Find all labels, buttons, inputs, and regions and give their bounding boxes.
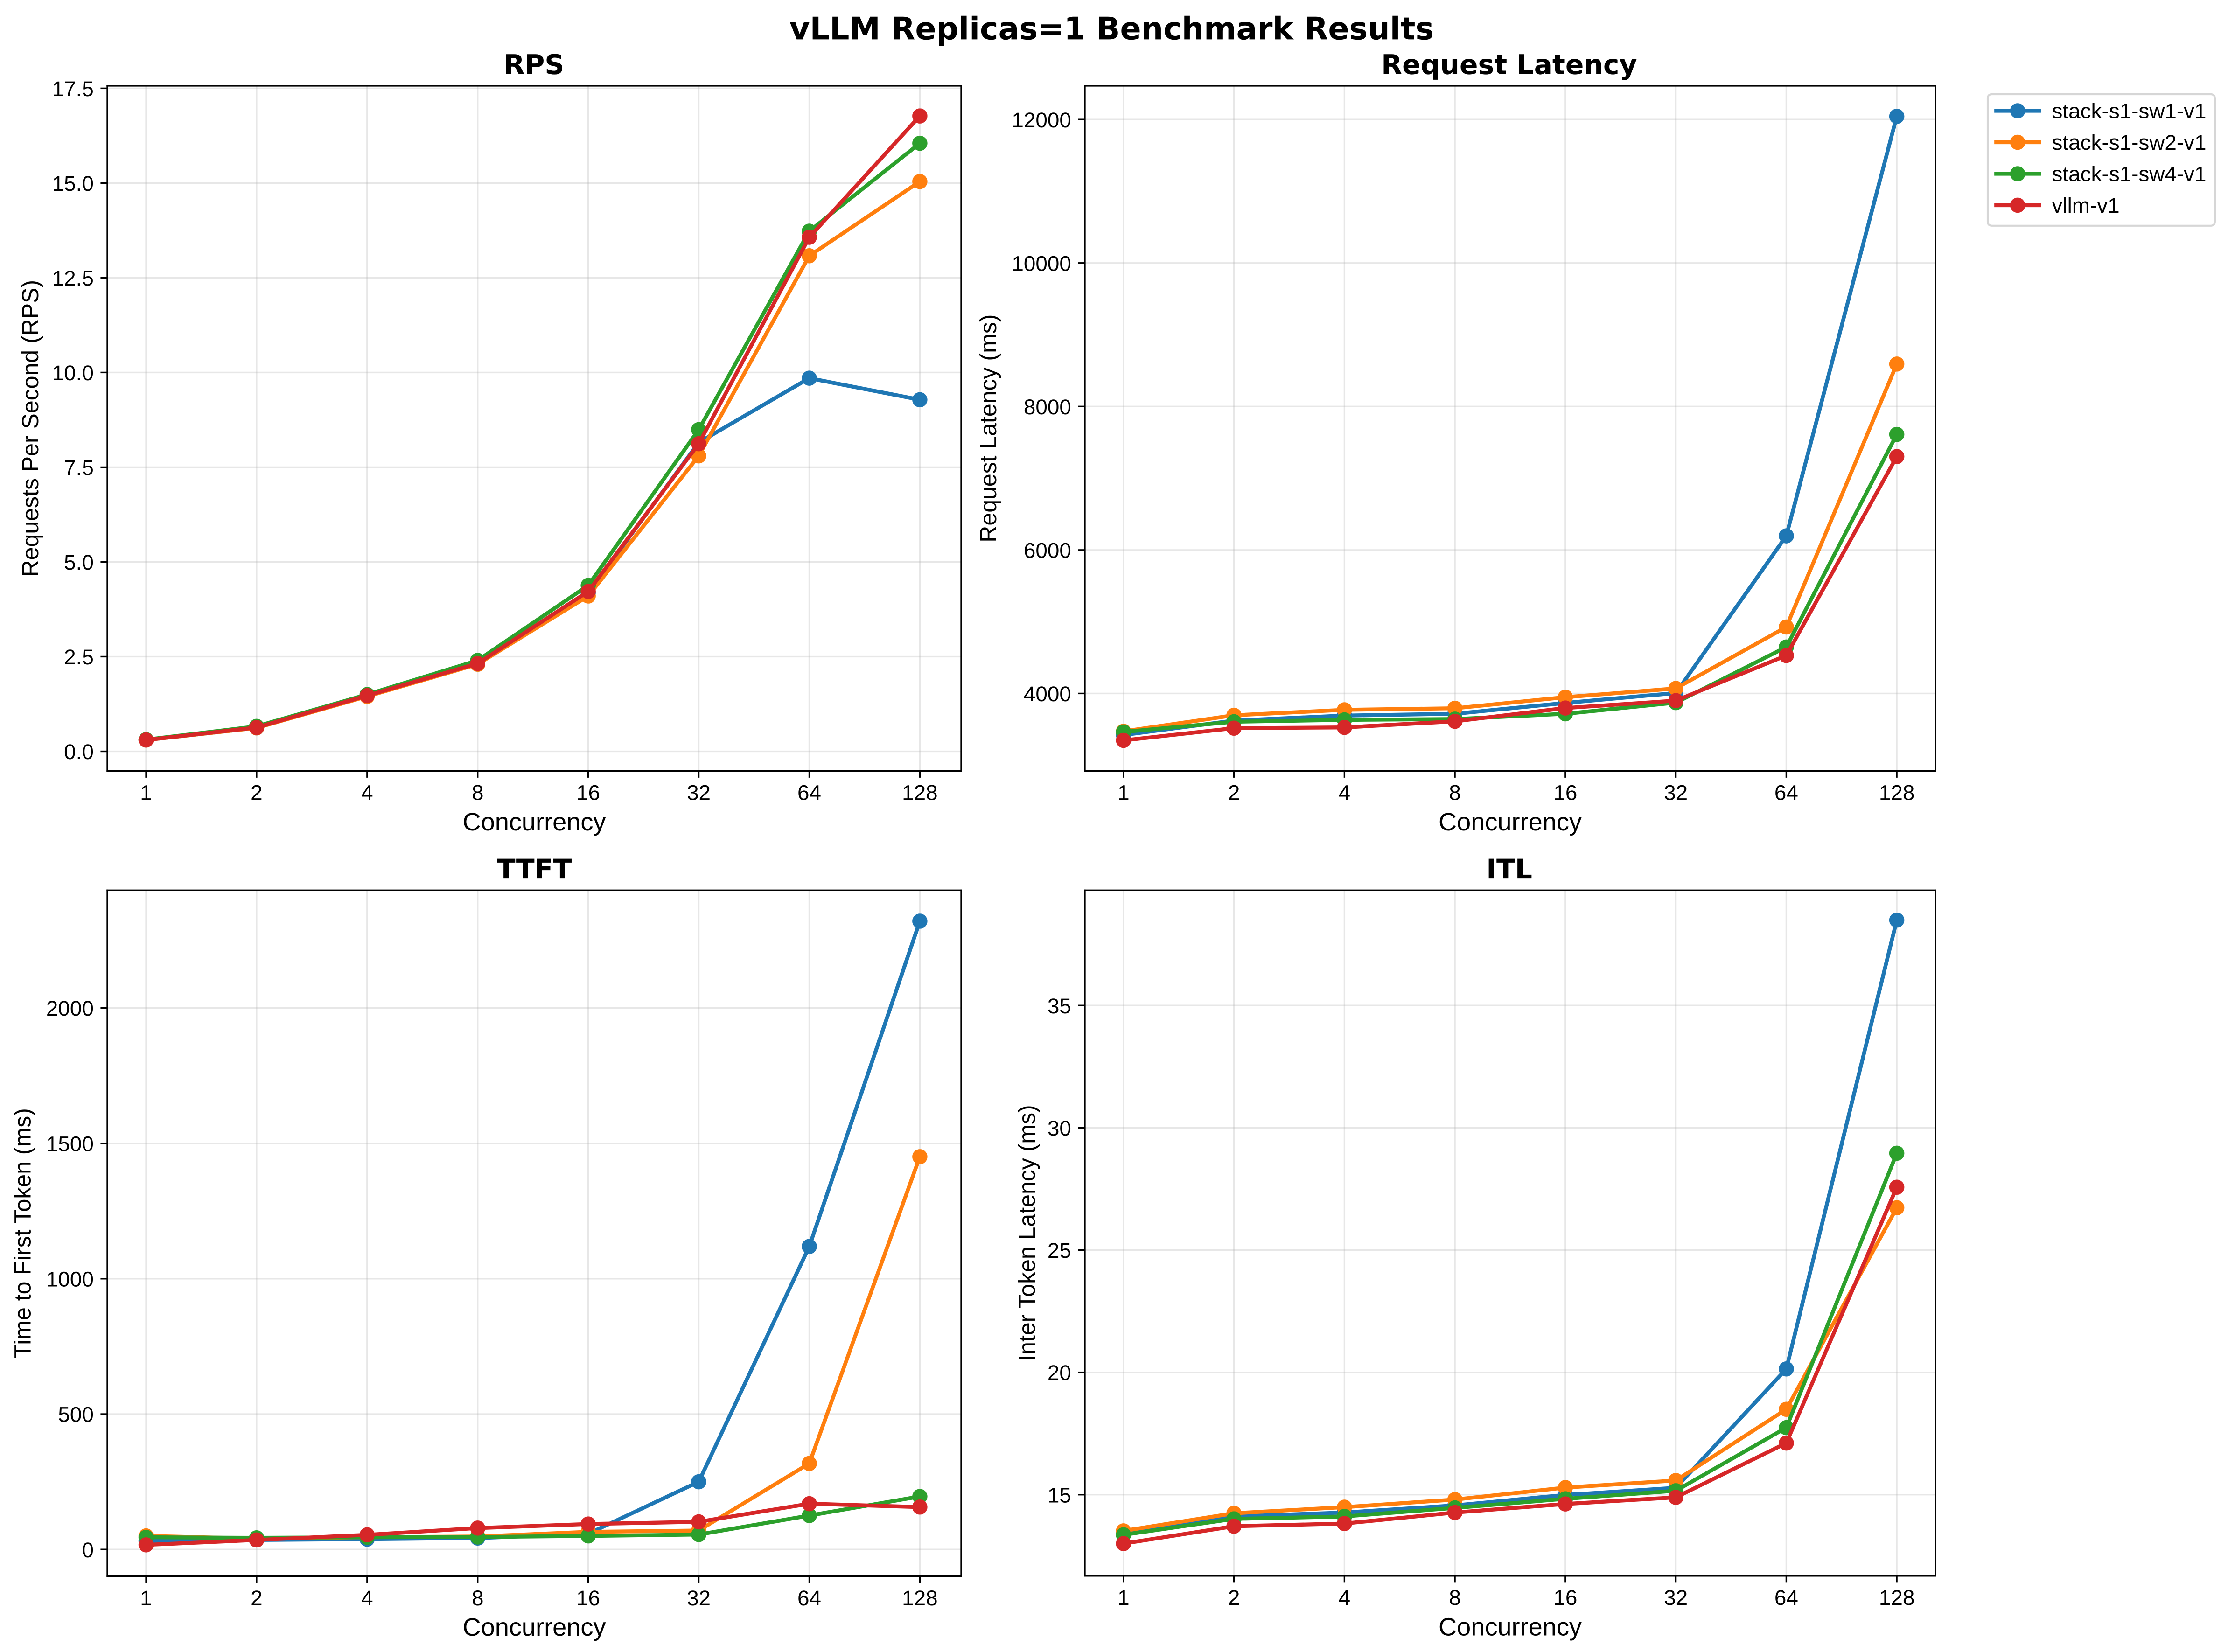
svg-text:30: 30 [1048,1116,1071,1140]
svg-text:1000: 1000 [46,1267,94,1291]
svg-text:1: 1 [1117,1586,1130,1610]
svg-text:2: 2 [1228,781,1240,805]
svg-text:Concurrency: Concurrency [462,808,606,836]
svg-text:8: 8 [1449,1586,1461,1610]
svg-text:128: 128 [1879,1586,1914,1610]
svg-text:Concurrency: Concurrency [1439,808,1582,836]
svg-text:1: 1 [140,1586,152,1610]
svg-text:16: 16 [1553,781,1577,805]
svg-text:64: 64 [1774,1586,1798,1610]
svg-text:2.5: 2.5 [64,645,94,669]
svg-text:35: 35 [1048,994,1071,1018]
svg-text:4: 4 [1339,781,1351,805]
svg-text:6000: 6000 [1024,538,1071,562]
svg-text:stack-s1-sw4-v1: stack-s1-sw4-v1 [2052,162,2207,186]
svg-text:4000: 4000 [1024,682,1071,706]
svg-text:1: 1 [140,781,152,805]
svg-text:2: 2 [251,781,262,805]
svg-text:Inter Token Latency (ms): Inter Token Latency (ms) [1014,1105,1040,1361]
svg-text:stack-s1-sw1-v1: stack-s1-sw1-v1 [2052,99,2207,123]
svg-text:32: 32 [1664,781,1688,805]
svg-text:vllm-v1: vllm-v1 [2052,194,2120,217]
svg-text:0: 0 [82,1538,94,1562]
svg-text:128: 128 [902,1586,937,1610]
svg-text:7.5: 7.5 [64,456,94,480]
svg-text:17.5: 17.5 [52,77,94,101]
svg-text:15: 15 [1048,1483,1071,1507]
svg-text:stack-s1-sw2-v1: stack-s1-sw2-v1 [2052,131,2207,154]
svg-text:16: 16 [1553,1586,1577,1610]
svg-text:5.0: 5.0 [64,551,94,574]
svg-text:16: 16 [576,1586,600,1610]
svg-text:Requests Per Second (RPS): Requests Per Second (RPS) [17,280,43,577]
svg-text:128: 128 [1879,781,1914,805]
svg-text:15.0: 15.0 [52,172,94,195]
svg-text:64: 64 [1774,781,1798,805]
svg-text:128: 128 [902,781,937,805]
svg-text:12.5: 12.5 [52,266,94,290]
svg-text:0.0: 0.0 [64,740,94,764]
svg-text:64: 64 [797,781,821,805]
svg-text:8: 8 [1449,781,1461,805]
svg-text:Concurrency: Concurrency [462,1613,606,1641]
svg-text:16: 16 [576,781,600,805]
svg-text:8: 8 [472,781,483,805]
svg-text:4: 4 [1339,1586,1351,1610]
svg-text:10000: 10000 [1012,251,1071,275]
svg-text:12000: 12000 [1012,108,1071,132]
svg-text:10.0: 10.0 [52,361,94,385]
svg-text:1: 1 [1117,781,1130,805]
svg-text:Time to First Token (ms): Time to First Token (ms) [10,1108,36,1358]
svg-text:8: 8 [472,1586,483,1610]
svg-text:2: 2 [1228,1586,1240,1610]
svg-text:32: 32 [687,781,711,805]
svg-text:4: 4 [361,1586,373,1610]
svg-text:32: 32 [687,1586,711,1610]
svg-text:32: 32 [1664,1586,1688,1610]
svg-text:Request Latency (ms): Request Latency (ms) [975,314,1001,543]
svg-text:500: 500 [58,1403,93,1427]
svg-text:Concurrency: Concurrency [1439,1613,1582,1641]
svg-text:2: 2 [251,1586,262,1610]
svg-text:2000: 2000 [46,997,94,1020]
svg-text:1500: 1500 [46,1132,94,1156]
svg-text:8000: 8000 [1024,395,1071,419]
svg-text:4: 4 [361,781,373,805]
svg-text:20: 20 [1048,1361,1071,1385]
svg-text:25: 25 [1048,1239,1071,1262]
svg-text:64: 64 [797,1586,821,1610]
